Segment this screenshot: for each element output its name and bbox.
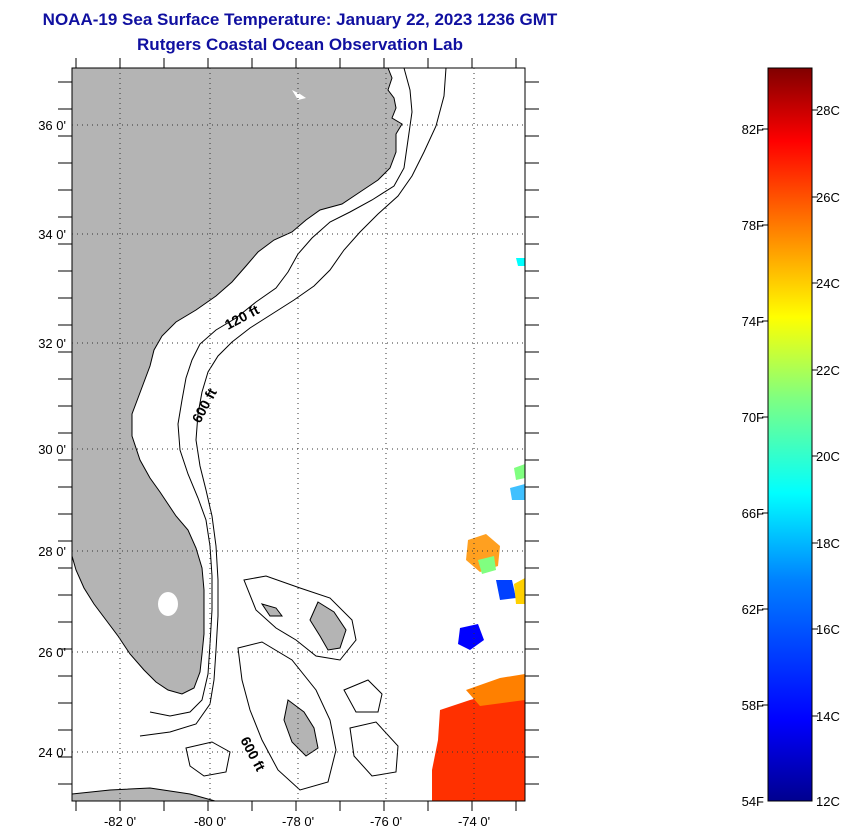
- colorbar-c-label: 16C: [816, 622, 840, 637]
- sst-data-mixed: [478, 556, 496, 574]
- contour-bahamas-bank: [349, 721, 399, 777]
- colorbar-c-label: 14C: [816, 709, 840, 724]
- colorbar-f-label: 58F: [742, 698, 764, 713]
- sst-data-mixed: [514, 464, 525, 480]
- lat-label: 34 0': [38, 227, 66, 242]
- sst-data-warm: [432, 684, 525, 801]
- colorbar-c-label: 18C: [816, 536, 840, 551]
- sst-data-cool: [496, 580, 516, 600]
- lon-label: -74 0': [458, 814, 490, 829]
- colorbar-f-label: 74F: [742, 314, 764, 329]
- map-ticks: [58, 58, 539, 811]
- bahamas-island: [309, 601, 347, 651]
- lat-label: 28 0': [38, 544, 66, 559]
- colorbar-f-label: 70F: [742, 410, 764, 425]
- land-mass: [72, 68, 403, 695]
- colorbar-ticks: [762, 109, 818, 717]
- bahamas-island: [260, 603, 283, 617]
- colorbar-c-label: 12C: [816, 794, 840, 809]
- colorbar: [767, 67, 813, 802]
- lon-label: -80 0': [194, 814, 226, 829]
- contour-bahamas-bank: [243, 575, 357, 661]
- colorbar-f-label: 78F: [742, 218, 764, 233]
- colorbar-f-label: 54F: [742, 794, 764, 809]
- lake-okeechobee: [158, 592, 178, 616]
- sst-data-mixed: [514, 578, 525, 604]
- sst-data-cool: [458, 624, 484, 650]
- lon-label: -82 0': [104, 814, 136, 829]
- map-title: NOAA-19 Sea Surface Temperature: January…: [42, 10, 558, 29]
- contour-bahamas-bank: [237, 641, 337, 791]
- contour-bahamas-bank: [343, 679, 383, 713]
- cuba-land: [72, 787, 216, 801]
- contour-120ft: [149, 68, 413, 717]
- colorbar-f-label: 82F: [742, 122, 764, 137]
- lat-label: 36 0': [38, 118, 66, 133]
- sst-data-mixed: [516, 258, 525, 266]
- colorbar-f-label: 62F: [742, 602, 764, 617]
- colorbar-c-label: 28C: [816, 103, 840, 118]
- lake: [292, 90, 306, 100]
- map-gridlines: [72, 68, 525, 801]
- lon-label: -78 0': [282, 814, 314, 829]
- lat-label: 32 0': [38, 336, 66, 351]
- map-subtitle: Rutgers Coastal Ocean Observation Lab: [137, 35, 463, 54]
- sst-data-mixed: [510, 484, 525, 500]
- lat-label: 26 0': [38, 645, 66, 660]
- lon-label: -76 0': [370, 814, 402, 829]
- contour-600ft: [139, 68, 447, 737]
- contour-bahamas-bank: [185, 741, 231, 777]
- colorbar-c-label: 20C: [816, 449, 840, 464]
- sst-data-warm: [466, 674, 525, 706]
- lat-label: 24 0': [38, 745, 66, 760]
- colorbar-f-label: 66F: [742, 506, 764, 521]
- colorbar-c-label: 22C: [816, 363, 840, 378]
- colorbar-c-label: 24C: [816, 276, 840, 291]
- lat-label: 30 0': [38, 442, 66, 457]
- colorbar-c-label: 26C: [816, 190, 840, 205]
